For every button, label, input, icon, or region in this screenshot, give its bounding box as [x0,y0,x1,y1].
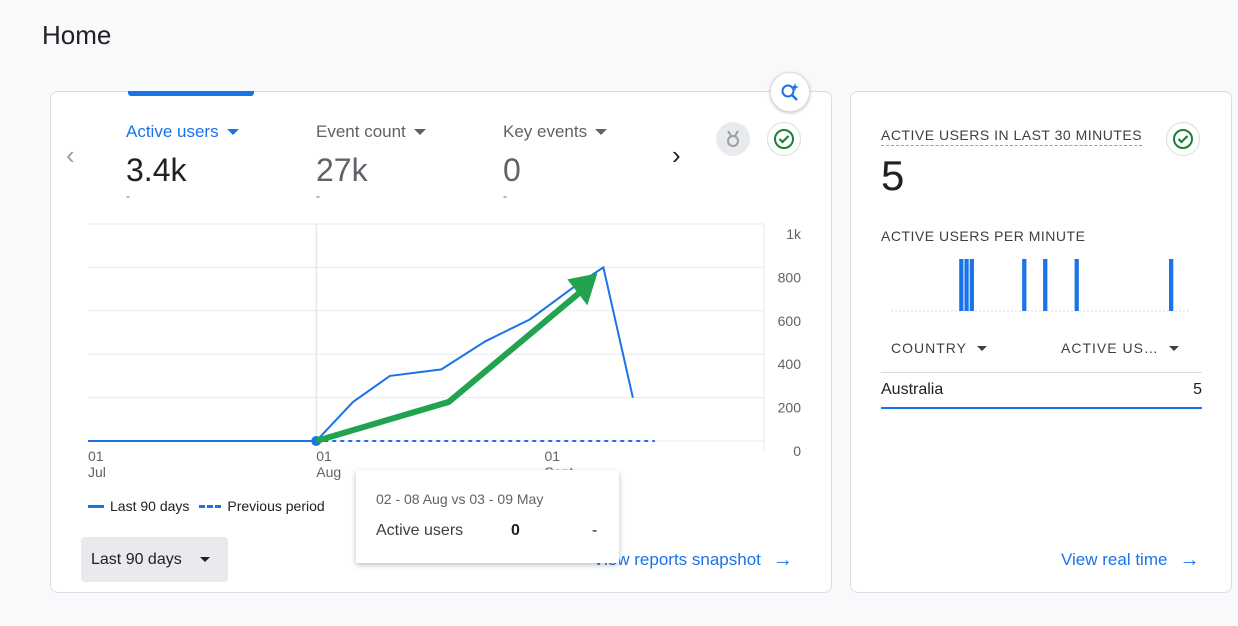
tab-label: Event count [316,122,406,141]
country-column-header[interactable]: COUNTRY [891,340,987,356]
search-sparkle-icon [781,83,799,101]
data-quality-check-icon[interactable] [767,122,801,156]
minute-bar [1169,259,1174,311]
tooltip-metric: Active users [376,522,464,539]
tab-value: 27k [316,152,368,188]
tab-delta: - [316,189,320,203]
tooltip-value: 0 [511,522,520,539]
arrow-right-icon: → [772,549,793,571]
prev-tabs-chevron-icon[interactable]: ‹ [66,140,75,170]
chart-tooltip: 02 - 08 Aug vs 03 - 09 May Active users … [356,470,619,563]
realtime-value: 5 [881,152,905,199]
tab-key-events[interactable]: Key events 0 - [503,122,608,203]
x-tick-day: 01 [316,448,332,464]
tooltip-title: 02 - 08 Aug vs 03 - 09 May [376,491,544,507]
date-range-label: Last 90 days [91,550,182,568]
tab-delta: - [503,189,507,203]
active-users-column-header[interactable]: ACTIVE US… [1061,340,1179,356]
chevron-down-icon [413,129,426,135]
view-reports-snapshot-link[interactable]: View reports snapshot → [593,550,793,570]
view-real-time-link[interactable]: View real time → [1061,550,1199,570]
x-tick-month: Aug [316,464,341,480]
award-badge-icon[interactable] [716,122,750,156]
chevron-down-icon [226,129,239,135]
tab-value: 0 [503,152,521,188]
legend-item-previous: Previous period [199,498,325,514]
tab-delta: - [126,189,130,203]
tab-label: Active users [126,122,219,141]
realtime-title[interactable]: ACTIVE USERS IN LAST 30 MINUTES [881,127,1143,146]
date-range-dropdown[interactable]: Last 90 days [81,537,228,582]
chevron-down-icon [976,345,987,351]
legend-label: Last 90 days [110,498,190,514]
link-label: View reports snapshot [593,550,761,569]
chevron-down-icon [595,129,608,135]
x-tick-day: 01 [88,448,104,464]
tab-event-count[interactable]: Event count 27k - [316,122,426,203]
minute-bar [969,259,974,311]
realtime-check-icon[interactable] [1166,122,1200,156]
x-tick-month: Jul [88,464,106,480]
users-cell: 5 [1193,381,1202,398]
y-tick-label: 0 [793,443,801,459]
link-label: View real time [1061,550,1168,569]
active-tab-indicator [128,91,254,96]
legend-label: Previous period [227,498,325,514]
y-tick-label: 1k [786,226,802,242]
minute-bar [1074,259,1079,311]
x-tick-day: 01 [544,448,560,464]
y-tick-label: 400 [778,356,802,372]
table-row: Australia 5 [881,381,1202,409]
chevron-down-icon [199,557,210,562]
chart-legend: Last 90 days Previous period [88,498,325,514]
minute-bar [1022,259,1027,311]
country-cell: Australia [881,381,944,398]
page-title: Home [42,20,112,50]
column-label: ACTIVE US… [1061,340,1159,356]
arrow-right-icon: → [1179,549,1200,571]
column-label: COUNTRY [891,340,967,356]
minute-bar [964,259,969,311]
insights-button[interactable] [770,72,810,112]
tab-label: Key events [503,122,588,141]
minute-bar [1043,259,1048,311]
y-tick-label: 600 [778,313,802,329]
y-tick-label: 800 [778,269,802,285]
tooltip-previous: - [592,522,598,539]
tab-active-users[interactable]: Active users 3.4k - [126,122,239,203]
annotation-arrow-head [567,273,598,306]
table-divider [881,372,1202,373]
realtime-card [850,91,1232,593]
tab-value: 3.4k [126,152,187,188]
chevron-down-icon [1168,345,1179,351]
annotation-arrow-shaft [315,287,586,444]
minute-bar [959,259,964,311]
y-tick-label: 200 [778,400,802,416]
next-tabs-chevron-icon[interactable]: › [672,140,681,170]
realtime-per-minute-label: ACTIVE USERS PER MINUTE [881,228,1086,244]
legend-item-current: Last 90 days [88,498,189,514]
